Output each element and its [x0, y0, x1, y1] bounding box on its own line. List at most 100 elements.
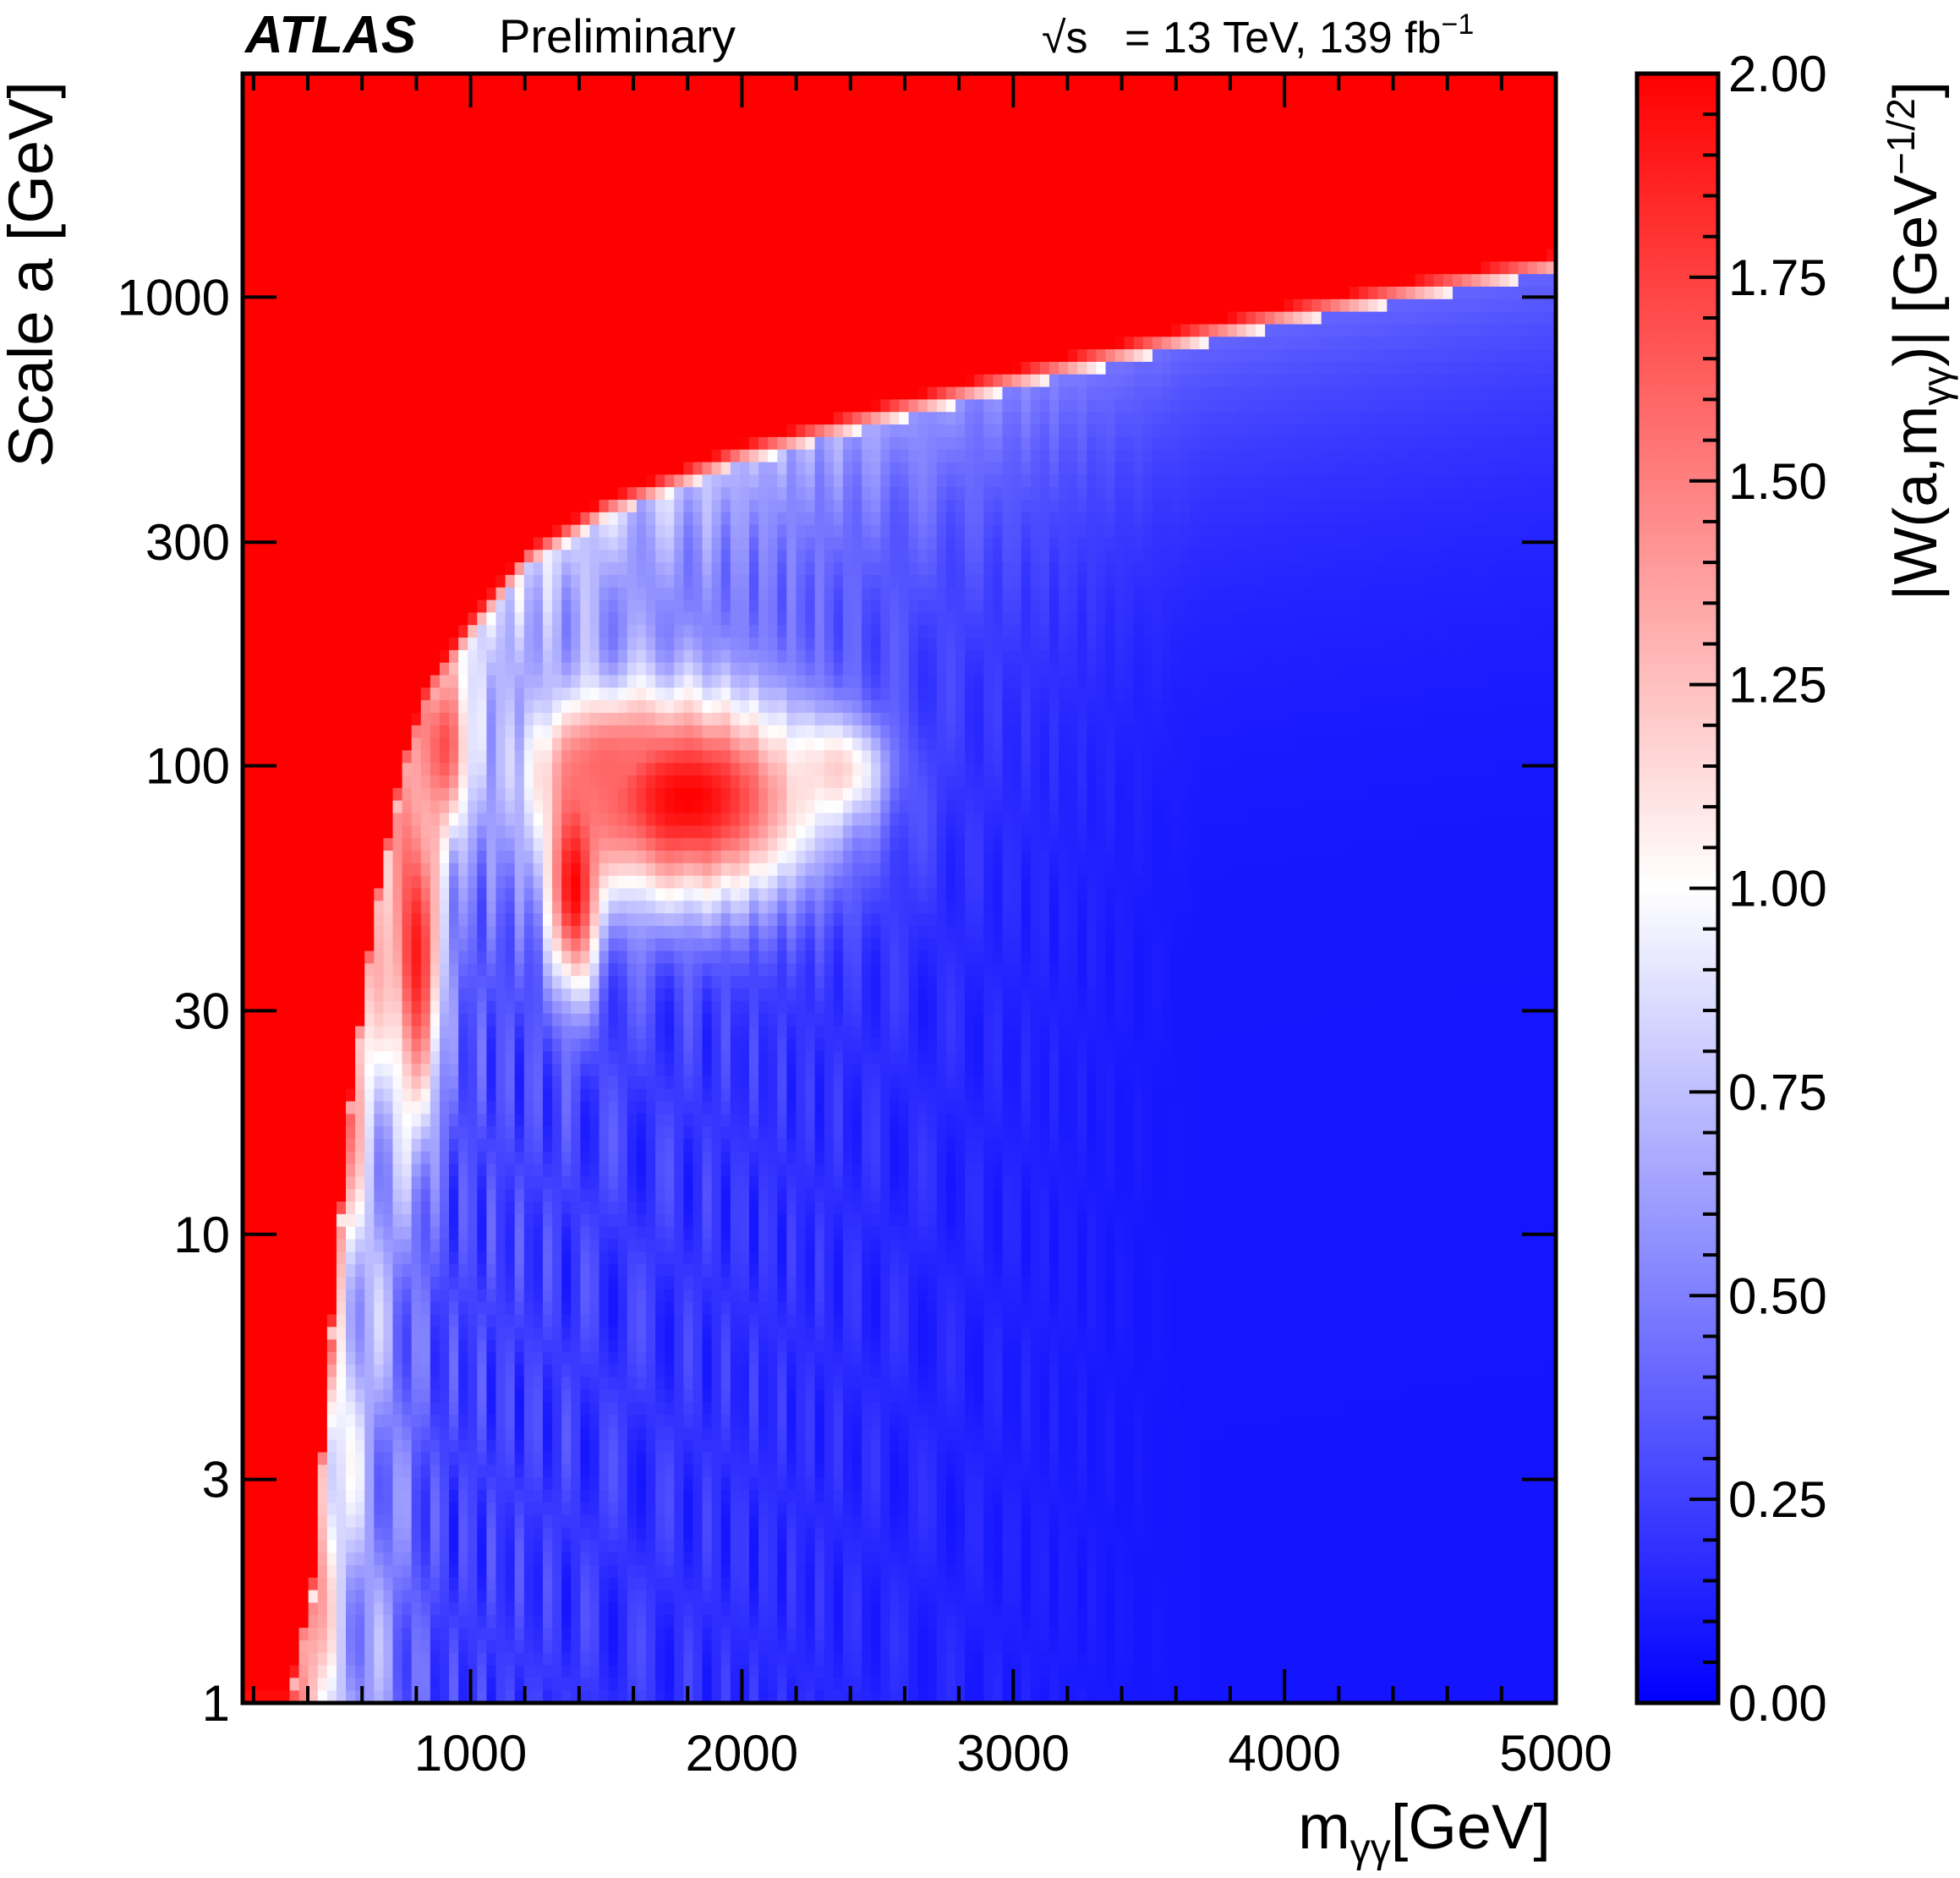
heatmap-cell — [505, 1452, 516, 1465]
heatmap-cell — [477, 1665, 488, 1678]
heatmap-cell — [420, 1239, 431, 1252]
heatmap-cell — [411, 712, 422, 726]
heatmap-cell — [392, 1138, 403, 1153]
heatmap-cell — [336, 1552, 347, 1566]
heatmap-cell — [271, 963, 281, 977]
heatmap-cell — [280, 449, 291, 463]
heatmap-cell — [411, 1351, 422, 1366]
heatmap-cell — [420, 1389, 431, 1403]
heatmap-cell — [495, 750, 506, 764]
heatmap-cell — [411, 98, 422, 112]
heatmap-cell — [589, 1202, 600, 1215]
heatmap-cell — [326, 1064, 337, 1077]
heatmap-cell — [346, 249, 356, 262]
heatmap-cell — [477, 925, 488, 939]
heatmap-cell — [280, 1051, 291, 1065]
heatmap-cell — [374, 1465, 384, 1478]
heatmap-cell — [430, 436, 441, 451]
heatmap-cell — [430, 1465, 441, 1478]
heatmap-cell — [495, 424, 506, 438]
heatmap-cell — [261, 1389, 271, 1403]
heatmap-cell — [533, 587, 544, 601]
heatmap-cell — [420, 1064, 431, 1077]
heatmap-cell — [280, 474, 291, 488]
heatmap-cell — [430, 1502, 441, 1516]
heatmap-cell — [317, 813, 328, 826]
heatmap-cell — [298, 524, 309, 539]
heatmap-cell — [505, 1114, 516, 1127]
heatmap-cell — [468, 862, 478, 877]
heatmap-cell — [336, 950, 347, 965]
heatmap-cell — [580, 136, 591, 150]
heatmap-cell — [271, 1364, 281, 1378]
heatmap-cell — [411, 1213, 422, 1228]
heatmap-cell — [364, 1064, 375, 1077]
heatmap-cell — [364, 1151, 375, 1165]
heatmap-cell — [486, 1251, 497, 1265]
heatmap-cell — [589, 1213, 600, 1228]
heatmap-cell — [495, 1226, 506, 1240]
heatmap-cell — [298, 1239, 309, 1252]
heatmap-cell — [571, 862, 581, 877]
heatmap-cell — [477, 236, 488, 250]
heatmap-cell — [514, 838, 525, 851]
heatmap-cell — [298, 324, 309, 337]
heatmap-cell — [533, 148, 544, 162]
heatmap-cell — [449, 787, 459, 802]
heatmap-cell — [308, 875, 319, 890]
heatmap-cell — [571, 1351, 581, 1366]
heatmap-cell — [449, 712, 459, 726]
heatmap-cell — [411, 1415, 422, 1428]
heatmap-cell — [383, 512, 394, 526]
heatmap-cell — [374, 1477, 384, 1491]
heatmap-cell — [402, 1514, 413, 1529]
heatmap-cell — [298, 775, 309, 789]
heatmap-cell — [336, 700, 347, 714]
heatmap-cell — [280, 123, 291, 137]
heatmap-cell — [523, 412, 534, 425]
heatmap-cell — [552, 74, 562, 87]
heatmap-cell — [514, 649, 525, 664]
heatmap-cell — [561, 1088, 572, 1103]
heatmap-cell — [430, 1351, 441, 1366]
heatmap-cell — [430, 862, 441, 877]
heatmap-cell — [280, 499, 291, 513]
heatmap-cell — [271, 74, 281, 87]
heatmap-cell — [308, 925, 319, 939]
heatmap-cell — [346, 976, 356, 989]
heatmap-cell — [326, 524, 337, 539]
heatmap-cell — [280, 186, 291, 200]
heatmap-cell — [514, 1101, 525, 1114]
heatmap-cell — [468, 1540, 478, 1553]
heatmap-cell — [280, 537, 291, 550]
heatmap-cell — [542, 1314, 553, 1328]
heatmap-cell — [364, 1339, 375, 1353]
heatmap-cell — [542, 600, 553, 613]
heatmap-cell — [420, 1314, 431, 1328]
heatmap-cell — [411, 1114, 422, 1127]
heatmap-cell — [317, 901, 328, 914]
heatmap-cell — [523, 825, 534, 839]
heatmap-cell — [477, 85, 488, 100]
heatmap-cell — [449, 737, 459, 752]
heatmap-cell — [326, 374, 337, 388]
heatmap-cell — [252, 85, 262, 100]
heatmap-cell — [298, 787, 309, 802]
heatmap-cell — [514, 1176, 525, 1190]
heatmap-cell — [364, 888, 375, 901]
heatmap-cell — [261, 976, 271, 989]
heatmap-cell — [355, 298, 365, 313]
heatmap-cell — [477, 1327, 488, 1340]
heatmap-cell — [326, 1665, 337, 1678]
heatmap-cell — [280, 1490, 291, 1503]
heatmap-cell — [599, 186, 610, 200]
heatmap-cell — [458, 1239, 468, 1252]
heatmap-cell — [589, 838, 600, 851]
heatmap-cell — [289, 1477, 300, 1491]
heatmap-cell — [346, 1327, 356, 1340]
heatmap-cell — [346, 524, 356, 539]
heatmap-cell — [495, 625, 506, 638]
heatmap-cell — [317, 925, 328, 939]
heatmap-cell — [420, 1514, 431, 1529]
heatmap-cell — [289, 750, 300, 764]
